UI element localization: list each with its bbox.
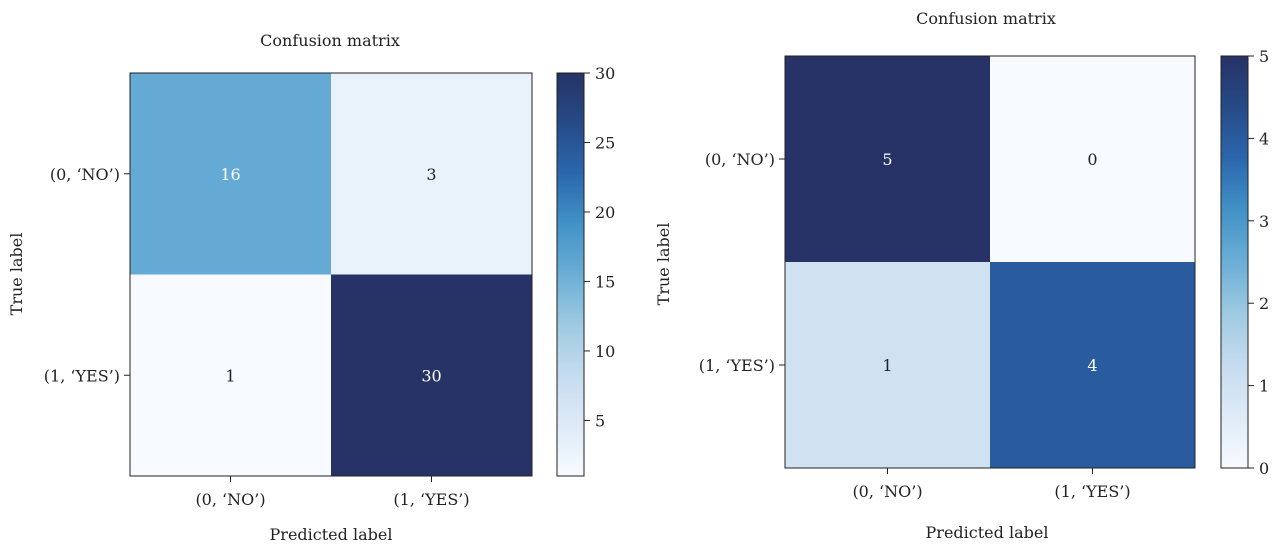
- plot-frame: [129, 72, 533, 477]
- x-axis-label: Predicted label: [270, 525, 393, 544]
- colorbar-tick-label: 5: [1259, 47, 1269, 66]
- heatmap-cell: [990, 262, 1195, 468]
- colorbar-tick-label: 0: [1259, 459, 1269, 478]
- y-axis: (0, ‘NO’) (1, ‘YES’): [699, 150, 785, 375]
- heatmap-cell: [331, 73, 532, 275]
- chart-title: Confusion matrix: [916, 9, 1056, 28]
- x-axis-label: Predicted label: [926, 523, 1049, 542]
- cell-value-label: 1: [882, 356, 892, 375]
- colorbar-gradient: [556, 72, 585, 477]
- x-tick-label: (0, ‘NO’): [852, 482, 922, 501]
- heatmap-cell: [331, 274, 532, 476]
- x-axis: (0, ‘NO’) (1, ‘YES’): [852, 468, 1131, 501]
- y-axis-label: True label: [654, 223, 673, 306]
- colorbar-tick-label: 25: [595, 133, 615, 152]
- cell-labels: 16 3 1 30: [220, 165, 441, 386]
- cell-value-label: 4: [1087, 356, 1097, 375]
- y-tick-label: (0, ‘NO’): [705, 150, 775, 169]
- y-axis-label: True label: [7, 233, 26, 316]
- heatmap-cells: [785, 56, 1195, 468]
- colorbar-gradient: [1220, 55, 1249, 469]
- colorbar-tick-label: 5: [595, 411, 605, 430]
- cell-value-label: 30: [421, 366, 441, 385]
- colorbar-tick-label: 4: [1259, 129, 1269, 148]
- cell-value-label: 3: [426, 165, 436, 184]
- heatmap-cell: [990, 56, 1195, 262]
- chart-title: Confusion matrix: [260, 31, 400, 50]
- plot-frame: [784, 55, 1196, 469]
- colorbar-tick-label: 30: [595, 64, 615, 83]
- colorbar-tick-label: 10: [595, 342, 615, 361]
- cell-value-label: 0: [1087, 150, 1097, 169]
- colorbar-tick-label: 2: [1259, 294, 1269, 313]
- heatmap-cell: [785, 262, 990, 468]
- heatmap-cells: [130, 73, 532, 476]
- heatmap-cell: [785, 56, 990, 262]
- cell-value-label: 1: [225, 366, 235, 385]
- y-tick-label: (1, ‘YES’): [44, 366, 120, 385]
- x-tick-label: (1, ‘YES’): [393, 490, 469, 509]
- heatmap-cell: [130, 274, 331, 476]
- cell-value-label: 5: [882, 150, 892, 169]
- x-axis: (0, ‘NO’) (1, ‘YES’): [195, 476, 470, 509]
- x-tick-label: (1, ‘YES’): [1054, 482, 1130, 501]
- y-axis: (0, ‘NO’) (1, ‘YES’): [44, 165, 130, 385]
- chart-right: Confusion matrix 5 0 1 4 (0, ‘NO’) (1, ‘YES’…: [654, 9, 1269, 542]
- cell-labels: 5 0 1 4: [882, 150, 1097, 375]
- colorbar-tick-label: 3: [1259, 212, 1269, 231]
- x-tick-label: (0, ‘NO’): [195, 490, 265, 509]
- colorbar-ticks: 5 10 15 20 25 30: [584, 64, 615, 430]
- cell-value-label: 16: [220, 165, 240, 184]
- colorbar-tick-label: 15: [595, 272, 615, 291]
- colorbar-ticks: 0 1 2 3 4 5: [1248, 47, 1269, 478]
- heatmap-cell: [130, 73, 331, 275]
- colorbar-tick-label: 1: [1259, 377, 1269, 396]
- chart-left: Confusion matrix 16 3 1 30 (0, ‘NO’) (1, ‘YE…: [7, 31, 615, 544]
- colorbar: 0 1 2 3 4 5: [1220, 47, 1269, 478]
- y-tick-label: (1, ‘YES’): [699, 356, 775, 375]
- colorbar: 5 10 15 20 25 30: [556, 64, 615, 477]
- colorbar-tick-label: 20: [595, 203, 615, 222]
- y-tick-label: (0, ‘NO’): [50, 165, 120, 184]
